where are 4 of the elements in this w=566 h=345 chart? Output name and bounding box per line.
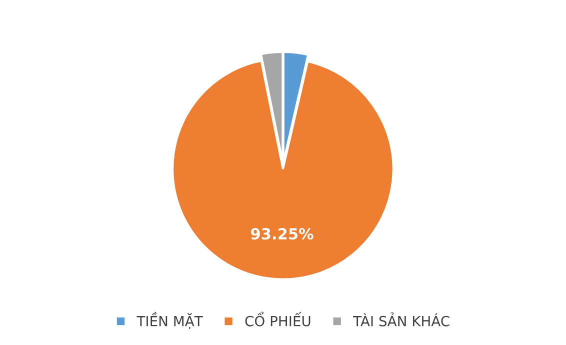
legend-label: CỔ PHIẾU <box>245 312 310 326</box>
legend-label: TÀI SẢN KHÁC <box>353 312 450 326</box>
legend-label: TIỀN MẶT <box>136 312 203 329</box>
data-label: 93.25% <box>250 228 314 240</box>
